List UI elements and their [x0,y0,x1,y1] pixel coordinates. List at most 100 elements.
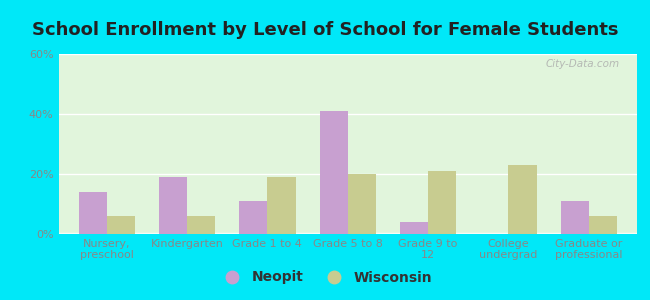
Bar [58,175,637,233]
Bar [400,222,428,234]
Bar [58,58,637,232]
Bar [79,192,107,234]
Bar [58,155,637,233]
Bar [58,216,637,234]
Bar [58,113,637,233]
Bar [58,119,637,233]
Bar [58,209,637,234]
Bar [58,196,637,234]
Bar [58,151,637,233]
Bar [58,221,637,234]
Bar [58,81,637,232]
Bar [58,146,637,233]
Bar [159,177,187,234]
Bar [58,144,637,233]
Bar [58,214,637,234]
Bar [58,140,637,233]
Bar [187,216,215,234]
Bar [58,124,637,233]
Bar [58,68,637,233]
Bar [589,216,617,234]
Bar [58,142,637,233]
Bar [58,79,637,232]
Bar [58,101,637,233]
Bar [348,174,376,234]
Bar [58,202,637,234]
Legend: Neopit, Wisconsin: Neopit, Wisconsin [213,265,437,290]
Bar [58,200,637,234]
Bar [320,111,348,234]
Bar [58,223,637,234]
Bar [58,59,637,232]
Bar [58,88,637,232]
Bar [58,162,637,233]
Bar [58,76,637,232]
Bar [58,232,637,234]
Bar [58,67,637,232]
Bar [107,216,135,234]
Bar [58,70,637,232]
Bar [58,61,637,232]
Bar [58,187,637,233]
Bar [58,115,637,233]
Bar [58,94,637,232]
Bar [58,108,637,233]
Bar [58,99,637,233]
Bar [58,164,637,233]
Bar [58,148,637,233]
Bar [58,229,637,234]
Bar [58,128,637,233]
Bar [58,106,637,233]
Bar [58,112,637,233]
Bar [58,83,637,232]
Bar [58,205,637,234]
Bar [58,65,637,232]
Bar [58,220,637,234]
Bar [58,227,637,234]
Bar [58,189,637,234]
Bar [58,193,637,234]
Bar [58,230,637,234]
Bar [58,117,637,233]
Bar [58,207,637,234]
Bar [58,166,637,233]
Bar [58,74,637,232]
Bar [58,176,637,233]
Bar [267,177,296,234]
Bar [58,131,637,233]
Bar [58,85,637,232]
Bar [58,158,637,233]
Bar [58,171,637,233]
Bar [58,218,637,234]
Bar [58,212,637,234]
Text: School Enrollment by Level of School for Female Students: School Enrollment by Level of School for… [32,21,618,39]
Bar [58,203,637,234]
Bar [58,173,637,233]
Bar [58,178,637,233]
Bar [58,198,637,234]
Bar [58,137,637,233]
Bar [58,225,637,234]
Bar [58,122,637,233]
Bar [58,63,637,232]
Bar [58,191,637,234]
Bar [508,165,536,234]
Bar [58,169,637,233]
Bar [58,121,637,233]
Bar [58,54,637,232]
Bar [58,77,637,232]
Bar [58,104,637,233]
Bar [58,180,637,233]
Bar [58,135,637,233]
Bar [561,201,589,234]
Bar [58,56,637,232]
Bar [58,184,637,233]
Bar [58,86,637,232]
Bar [58,211,637,234]
Bar [58,110,637,233]
Bar [58,157,637,233]
Bar [239,201,267,234]
Bar [58,92,637,232]
Bar [58,185,637,233]
Bar [58,90,637,232]
